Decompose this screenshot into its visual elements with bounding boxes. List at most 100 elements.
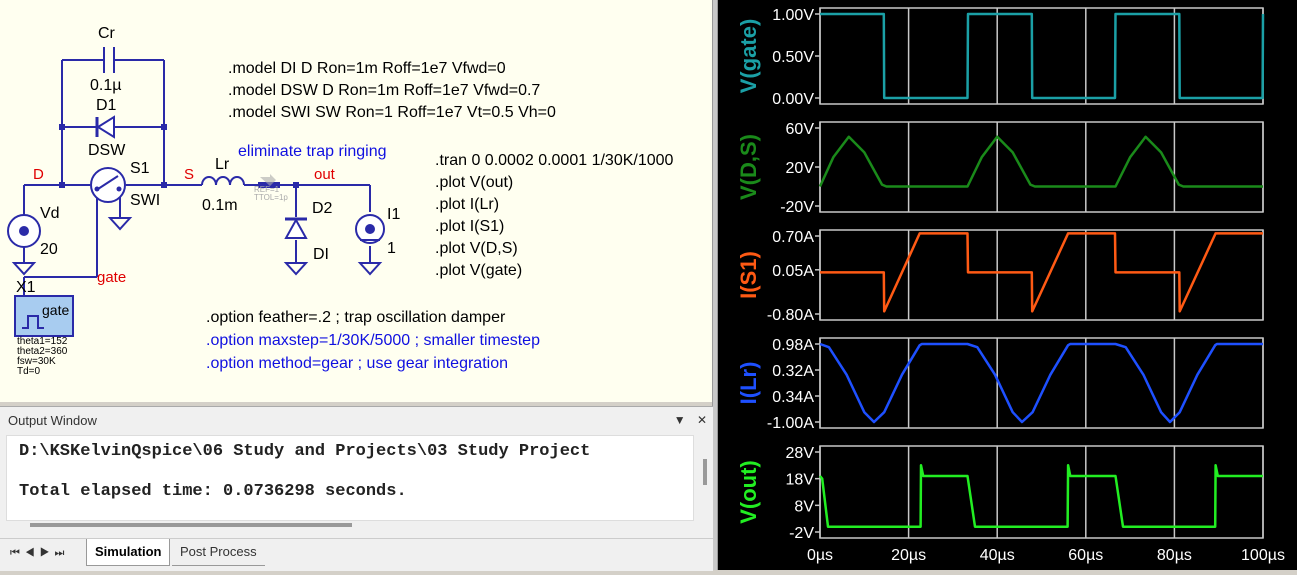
x1-param-theta1: theta1=152	[17, 336, 68, 347]
tap-param-ref: REF=1	[254, 185, 280, 194]
d1-name[interactable]: D1	[96, 97, 117, 114]
tab-navigation: ⏮◀▶⏭	[10, 547, 69, 560]
trace-3	[819, 342, 1263, 424]
model-di[interactable]: .model DI D Ron=1m Roff=1e7 Vfwd=0	[228, 60, 506, 77]
plot-vds[interactable]: .plot V(D,S)	[435, 240, 518, 257]
pane-splitter[interactable]	[712, 0, 718, 570]
d2-name[interactable]: D2	[312, 200, 333, 217]
diode-d1-symbol	[95, 115, 115, 139]
output-text-area[interactable]: D:\KSKelvinQspice\06 Study and Projects\…	[6, 435, 694, 521]
y-tick-label: 0.50V	[772, 49, 814, 66]
trace-0	[820, 12, 1265, 100]
plot-panel-frame	[819, 337, 1264, 429]
first-tab-icon[interactable]: ⏮	[10, 547, 25, 559]
plot-vout[interactable]: .plot V(out)	[435, 174, 514, 191]
x-tick-label: 0µs	[807, 547, 833, 564]
option-feather[interactable]: .option feather=.2 ; trap oscillation da…	[206, 309, 506, 326]
gate-driver-x1-symbol	[14, 295, 74, 337]
y-tick-label: 0.05A	[772, 263, 814, 280]
next-tab-icon[interactable]: ▶	[39, 547, 55, 559]
s1-name[interactable]: S1	[130, 160, 150, 177]
tab-simulation[interactable]: Simulation	[86, 539, 171, 566]
tap-param-ttol: TTOL=1p	[254, 193, 288, 202]
comment-text[interactable]: eliminate trap ringing	[238, 143, 387, 160]
option-maxstep[interactable]: .option maxstep=1/30K/5000 ; smaller tim…	[206, 332, 540, 349]
trace-label: V(gate)	[736, 19, 761, 94]
plot-is1[interactable]: .plot I(S1)	[435, 218, 505, 235]
x1-param-td: Td=0	[17, 366, 41, 377]
cr-value[interactable]: 0.1µ	[90, 77, 122, 94]
chevron-down-icon[interactable]: ▼	[673, 413, 686, 427]
trace-label: V(out)	[736, 460, 761, 524]
trace-label: I(Lr)	[736, 362, 761, 405]
y-tick-label: 0.70A	[772, 229, 814, 246]
d2-model[interactable]: DI	[313, 246, 329, 263]
y-tick-label: 0.34A	[772, 389, 814, 406]
voltage-source-vd-symbol	[7, 214, 41, 248]
y-tick-label: 0.98A	[772, 337, 814, 354]
inductor-lr-symbol	[201, 176, 245, 186]
trace-4	[819, 464, 1263, 528]
y-tick-label: -2V	[789, 525, 814, 542]
vd-value[interactable]: 20	[40, 241, 58, 258]
plot-panel-frame	[819, 121, 1264, 213]
plot-ilr[interactable]: .plot I(Lr)	[435, 196, 500, 213]
vd-name[interactable]: Vd	[40, 205, 60, 222]
x-tick-label: 40µs	[980, 547, 1015, 564]
last-tab-icon[interactable]: ⏭	[54, 547, 70, 559]
net-label-gate[interactable]: gate	[97, 269, 127, 286]
model-dsw[interactable]: .model DSW D Ron=1m Roff=1e7 Vfwd=0.7	[228, 82, 541, 99]
waveform-plots[interactable]: 1.00V 0.50V 0.00V V(gate) 60V 20V -20V V(D,S) 0.…	[718, 0, 1297, 570]
cr-name[interactable]: Cr	[98, 25, 115, 42]
circuit-diagram[interactable]	[0, 0, 712, 402]
y-tick-label: 0.32A	[772, 363, 814, 380]
lr-value[interactable]: 0.1m	[202, 197, 238, 214]
plot-panel-frame	[819, 7, 1264, 105]
net-label-s[interactable]: S	[184, 166, 195, 183]
tran-directives[interactable]: .tran 0 0.0002 0.0001 1/30K/1000 .plot V…	[435, 150, 673, 282]
tran-command[interactable]: .tran 0 0.0002 0.0001 1/30K/1000	[435, 152, 674, 169]
y-tick-label: -20V	[780, 199, 814, 216]
y-tick-label: 20V	[786, 160, 815, 177]
y-tick-label: 28V	[786, 445, 815, 462]
y-tick-label: 8V	[794, 498, 814, 515]
y-tick-label: 18V	[786, 472, 815, 489]
option-method[interactable]: .option method=gear ; use gear integrati…	[206, 355, 508, 372]
prev-tab-icon[interactable]: ◀	[24, 547, 40, 559]
output-window-title: Output Window	[8, 413, 97, 428]
model-directives[interactable]: .model DI D Ron=1m Roff=1e7 Vfwd=0 .mode…	[228, 58, 556, 124]
i1-name[interactable]: I1	[387, 206, 401, 223]
output-line-elapsed: Total elapsed time: 0.0736298 seconds.	[19, 482, 407, 501]
x1-param-fsw: fsw=30K	[17, 356, 56, 367]
switch-s1-symbol	[90, 167, 126, 203]
trace-label: V(D,S)	[736, 134, 761, 200]
lr-name[interactable]: Lr	[215, 156, 230, 173]
schematic-canvas[interactable]: Cr 0.1µ D1 DSW S1 SWI Lr 0.1m D2 DI Vd 2…	[0, 0, 712, 402]
net-label-d[interactable]: D	[33, 166, 44, 183]
trace-label: I(S1)	[736, 251, 761, 299]
horizontal-scroll-thumb[interactable]	[30, 523, 352, 527]
x1-name[interactable]: X1	[16, 279, 36, 296]
x1-param-theta2: theta2=360	[17, 346, 68, 357]
y-tick-label: 0.00V	[772, 91, 814, 108]
net-label-out[interactable]: out	[314, 166, 335, 183]
y-tick-label: 60V	[786, 121, 815, 138]
close-icon[interactable]: ✕	[696, 413, 707, 427]
probe-tap-symbol	[258, 174, 280, 188]
y-tick-label: -1.00A	[767, 415, 814, 432]
tab-bar: ⏮◀▶⏭ Simulation Post Process	[0, 538, 713, 571]
diode-d2-symbol	[284, 217, 308, 239]
trace-2	[820, 232, 1263, 313]
s1-model[interactable]: SWI	[130, 192, 161, 209]
model-swi[interactable]: .model SWI SW Ron=1 Roff=1e7 Vt=0.5 Vh=0	[228, 104, 556, 121]
i1-value[interactable]: 1	[387, 240, 396, 257]
tab-post-process[interactable]: Post Process	[172, 539, 265, 566]
y-tick-label: -0.80A	[767, 307, 814, 324]
d1-model[interactable]: DSW	[88, 142, 126, 159]
waveform-viewer[interactable]: 1.00V 0.50V 0.00V V(gate) 60V 20V -20V V(D,S) 0.…	[718, 0, 1297, 570]
output-window: Output Window ▼ ✕ D:\KSKelvinQspice\06 S…	[0, 406, 713, 539]
x-tick-label: 20µs	[891, 547, 926, 564]
y-tick-label: 1.00V	[772, 7, 814, 24]
plot-vgate[interactable]: .plot V(gate)	[435, 262, 523, 279]
vertical-scroll-thumb[interactable]	[703, 459, 707, 485]
